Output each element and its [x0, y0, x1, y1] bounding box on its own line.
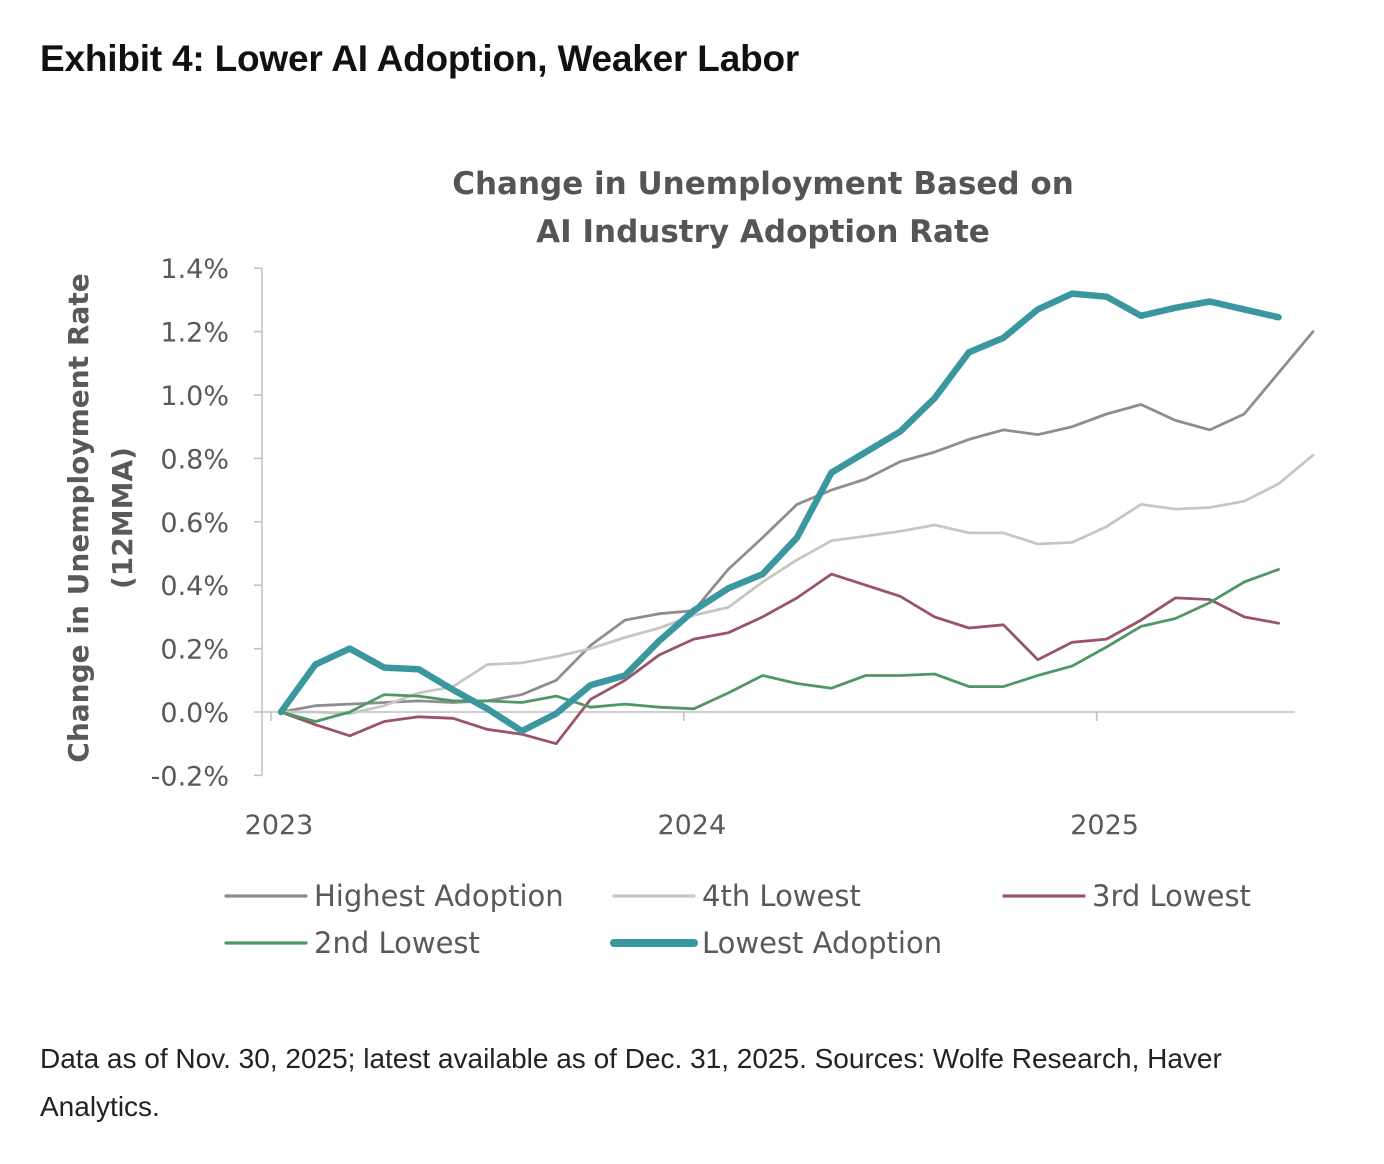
y-axis-label-line-2: (12MMA)	[106, 447, 139, 589]
y-tick-label: 0.2%	[160, 635, 229, 666]
legend-item-3rd-lowest: 3rd Lowest	[1002, 879, 1251, 913]
legend-item-highest-adoption: Highest Adoption	[224, 879, 564, 913]
legend-label: 3rd Lowest	[1092, 879, 1251, 913]
y-tick-label: 0.8%	[160, 444, 229, 475]
legend: Highest Adoption 4th Lowest 3rd Lowest 2nd …	[224, 879, 1251, 960]
y-tick-label: 1.4%	[160, 254, 229, 285]
legend-label: 2nd Lowest	[314, 926, 480, 960]
y-tick-label: 0.6%	[160, 508, 229, 539]
series-line-2nd-lowest	[279, 568, 1280, 723]
legend-label: Lowest Adoption	[702, 926, 942, 960]
chart-title-line-2: AI Industry Adoption Rate	[536, 214, 990, 250]
y-tick-label: 0.4%	[160, 571, 229, 602]
x-tick-label: 2023	[245, 810, 314, 841]
legend-label: Highest Adoption	[314, 879, 564, 913]
y-axis-label-line-1: Change in Unemployment Rate	[62, 273, 95, 762]
series-lines	[277, 290, 1315, 746]
y-tick-label: 1.0%	[160, 381, 229, 412]
series-line-lowest-adoption	[277, 290, 1282, 735]
series-line-3rd-lowest	[279, 572, 1280, 746]
legend-item-2nd-lowest: 2nd Lowest	[224, 926, 480, 960]
unemployment-line-chart: Change in Unemployment Based on AI Indus…	[62, 166, 1315, 960]
x-tick-label: 2024	[657, 810, 726, 841]
y-tick-label: 1.2%	[160, 318, 229, 349]
legend-item-4th-lowest: 4th Lowest	[612, 879, 861, 913]
y-tick-label: -0.2%	[151, 761, 229, 792]
series-line-highest-adoption	[279, 330, 1315, 714]
y-tick-label: 0.0%	[160, 698, 229, 729]
legend-item-lowest-adoption: Lowest Adoption	[610, 926, 942, 960]
x-tick-label: 2025	[1070, 810, 1139, 841]
legend-label: 4th Lowest	[702, 879, 861, 913]
footnote: Data as of Nov. 30, 2025; latest availab…	[40, 1043, 1222, 1122]
axes: 1.4% 1.2% 1.0% 0.8% 0.6% 0.4% 0.2% 0.0% -0.2% 202…	[151, 254, 1295, 841]
y-axis-label: Change in Unemployment Rate (12MMA)	[62, 273, 139, 762]
exhibit-title: Exhibit 4: Lower AI Adoption, Weaker Lab…	[40, 38, 800, 79]
chart-title: Change in Unemployment Based on AI Indus…	[452, 166, 1074, 250]
chart-title-line-1: Change in Unemployment Based on	[452, 166, 1074, 202]
series-line-4th-lowest	[279, 453, 1315, 715]
